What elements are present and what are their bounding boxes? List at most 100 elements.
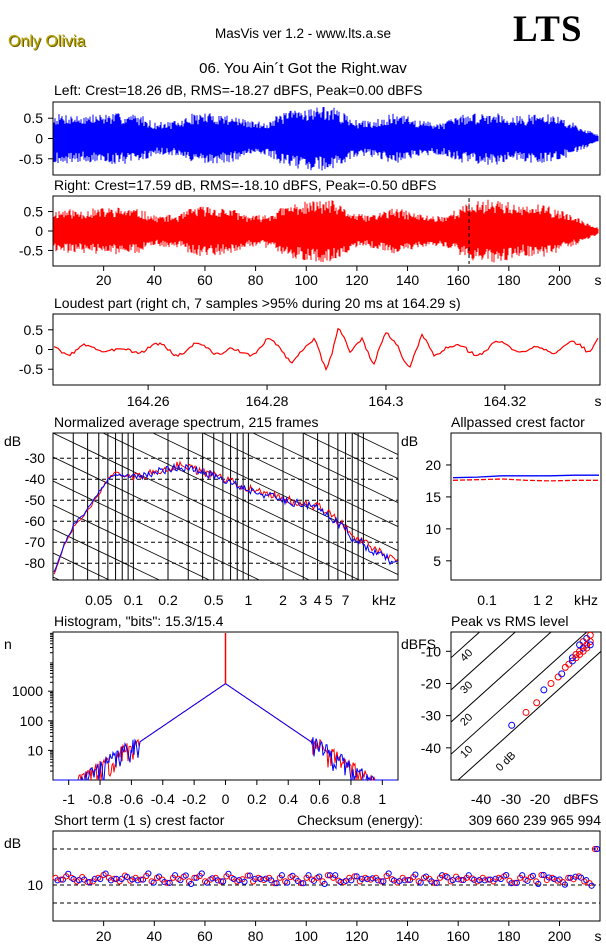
crest-point-right-76: [458, 876, 465, 884]
crest-point-left-72: [438, 872, 446, 879]
spectrum-xtick-4: 1: [244, 592, 252, 608]
left-title: Left: Crest=18.26 dB, RMS=-18.27 dBFS, P…: [54, 82, 422, 98]
peakrms-point-0: [508, 721, 516, 729]
crest-title: Short term (1 s) crest factor: [54, 812, 225, 828]
crest-point-right-51: [324, 872, 332, 879]
spectrum-xtick-5: 2: [279, 592, 287, 608]
peakrms-diag-4: [457, 650, 601, 780]
crest-ytick-0: 10: [27, 877, 43, 893]
right-xtick-6: 140: [396, 272, 420, 288]
spectrum-ytick-5: -80: [25, 555, 45, 571]
spectrum-ytick-3: -60: [25, 513, 45, 529]
crest-point-left-52: [332, 872, 339, 879]
histogram-ylabel: n: [4, 636, 12, 652]
crest-point-left-99: [583, 877, 590, 884]
crest-point-left-1: [59, 876, 66, 883]
lts-logo: LTS: [513, 9, 583, 50]
crest-xtick-1: 40: [147, 928, 163, 944]
spectrum-xtick-3: 0.5: [204, 592, 224, 608]
crest-xtick-3: 80: [248, 928, 264, 944]
crest-point-right-16: [137, 876, 145, 883]
spectrum-frame: [52, 432, 399, 581]
crest-point-left-8: [97, 875, 104, 883]
crest-point-left-13: [123, 873, 131, 881]
crest-xtick-6: 140: [396, 928, 420, 944]
spectrum-diag-5: [202, 433, 398, 527]
crest-point-left-21: [166, 879, 173, 886]
crest-point-left-62: [385, 870, 392, 877]
crest-xunit: s: [595, 928, 602, 944]
crest-point-left-77: [465, 872, 472, 879]
loudest-ytick-2: -0.5: [19, 361, 43, 377]
spectrum-xtick-2: 0.2: [158, 592, 178, 608]
peakrms-point-5: [554, 673, 562, 681]
allpass-ytick-2: 10: [425, 521, 441, 537]
right-xunit: s: [595, 272, 602, 288]
peakrms-point-15: [583, 634, 591, 642]
crest-point-right-26: [191, 874, 198, 881]
right-xtick-8: 180: [497, 272, 521, 288]
crest-frame: [52, 830, 601, 922]
crest-point-left-59: [369, 875, 376, 882]
histogram-xtick-1: -0.8: [88, 791, 112, 807]
user-badge: Only Olivia: [8, 33, 86, 50]
crest-xtick-4: 100: [295, 928, 319, 944]
loudest-xtick-1: 164.28: [246, 393, 289, 409]
histogram-xtick-2: -0.6: [119, 791, 143, 807]
spectrum-xtick-7: 4: [314, 592, 322, 608]
right-xtick-3: 80: [248, 272, 264, 288]
histogram-xtick-4: -0.2: [182, 791, 206, 807]
crest-point-right-36: [244, 872, 251, 879]
crest-xtick-8: 180: [497, 928, 521, 944]
spectrum-series-1: [53, 462, 398, 573]
crest-point-left-18: [150, 879, 157, 886]
loudest-xunit: s: [595, 393, 602, 409]
crest-point-right-31: [217, 878, 225, 885]
peakrms-diagonals: [451, 632, 601, 780]
crest-point-left-71: [433, 879, 440, 886]
crest-point-left-84: [503, 872, 510, 879]
track-title: 06. You Ain´t Got the Right.wav: [199, 60, 407, 77]
crest-ylabel: dB: [4, 835, 21, 851]
histogram-series-1: [54, 683, 397, 782]
peakrms-ylabel: dBFS: [401, 636, 436, 652]
spectrum-diag-11: [53, 504, 211, 580]
crest-point-left-56: [353, 873, 360, 880]
histogram-xtick-8: 0.6: [310, 791, 330, 807]
left-ytick-1: 0: [35, 131, 43, 147]
spectrum-diag-3: [302, 433, 398, 479]
crest-point-left-55: [348, 877, 355, 884]
right-xtick-5: 120: [345, 272, 369, 288]
crest-point-left-95: [561, 881, 569, 888]
right-ytick-0: 0.5: [24, 204, 44, 220]
loudest-waveform: [53, 327, 599, 372]
allpass-ytick-3: 5: [433, 553, 441, 569]
allpass-title: Allpassed crest factor: [451, 414, 585, 430]
crest-point-left-34: [236, 877, 243, 884]
crest-point-left-48: [310, 877, 318, 884]
crest-point-left-88: [524, 877, 531, 884]
right-xtick-0: 20: [96, 272, 112, 288]
right-xtick-7: 160: [447, 272, 471, 288]
peakrms-point-6: [558, 670, 566, 678]
histogram-xtick-5: 0: [222, 791, 230, 807]
peakrms-diag-3: [451, 632, 588, 755]
histogram-xtick-10: 1: [378, 791, 386, 807]
histogram-xtick-0: -1: [62, 791, 75, 807]
loudest-title: Loudest part (right ch, 7 samples >95% d…: [54, 295, 461, 311]
crest-point-left-35: [241, 878, 248, 885]
crest-point-right-71: [431, 879, 438, 886]
crest-point-right-66: [404, 876, 412, 884]
right-xtick-9: 200: [548, 272, 572, 288]
crest-point-left-89: [529, 872, 536, 879]
crest-point-right-81: [485, 876, 492, 883]
crest-point-left-73: [444, 874, 451, 881]
checksum-label: Checksum (energy):: [297, 812, 423, 828]
spectrum-ytick-2: -50: [25, 492, 45, 508]
left-ytick-2: -0.5: [19, 151, 43, 167]
allpass-xtick-3: kHz: [574, 592, 598, 608]
histogram-ytick-1: 100: [20, 713, 44, 729]
crest-point-left-87: [519, 872, 526, 879]
peakrms-point-2: [533, 699, 541, 707]
crest-point-left-27: [198, 870, 205, 877]
